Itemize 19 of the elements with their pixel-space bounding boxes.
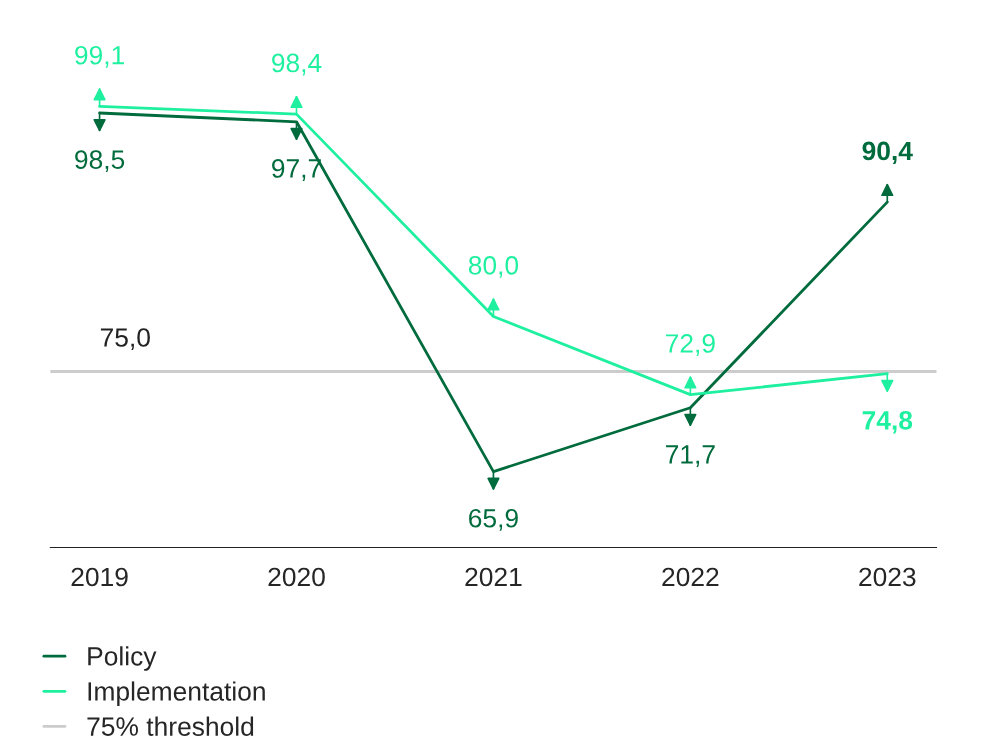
legend-label: 75% threshold — [87, 716, 254, 736]
data-label: 80,0 — [468, 256, 519, 278]
x-tick-label: 2020 — [268, 567, 325, 587]
data-label: 74,8 — [862, 410, 913, 434]
x-tick-label: 2023 — [859, 567, 916, 587]
x-tick-label: 2021 — [465, 567, 522, 587]
data-label: 90,4 — [862, 141, 913, 165]
legend-label: Policy — [88, 646, 157, 671]
annotation: 75,0 — [100, 328, 150, 350]
data-label: 99,1 — [75, 45, 124, 68]
x-tick-label: 2022 — [662, 567, 719, 587]
data-label: 97,7 — [272, 159, 321, 181]
data-label: 65,9 — [469, 508, 518, 531]
data-label: 71,7 — [666, 445, 715, 467]
data-label: 72,9 — [666, 334, 715, 356]
legend-label: Implementation — [88, 681, 265, 706]
x-tick-label: 2019 — [71, 567, 128, 587]
data-label: 98,4 — [272, 53, 322, 76]
data-label: 98,5 — [75, 150, 125, 173]
